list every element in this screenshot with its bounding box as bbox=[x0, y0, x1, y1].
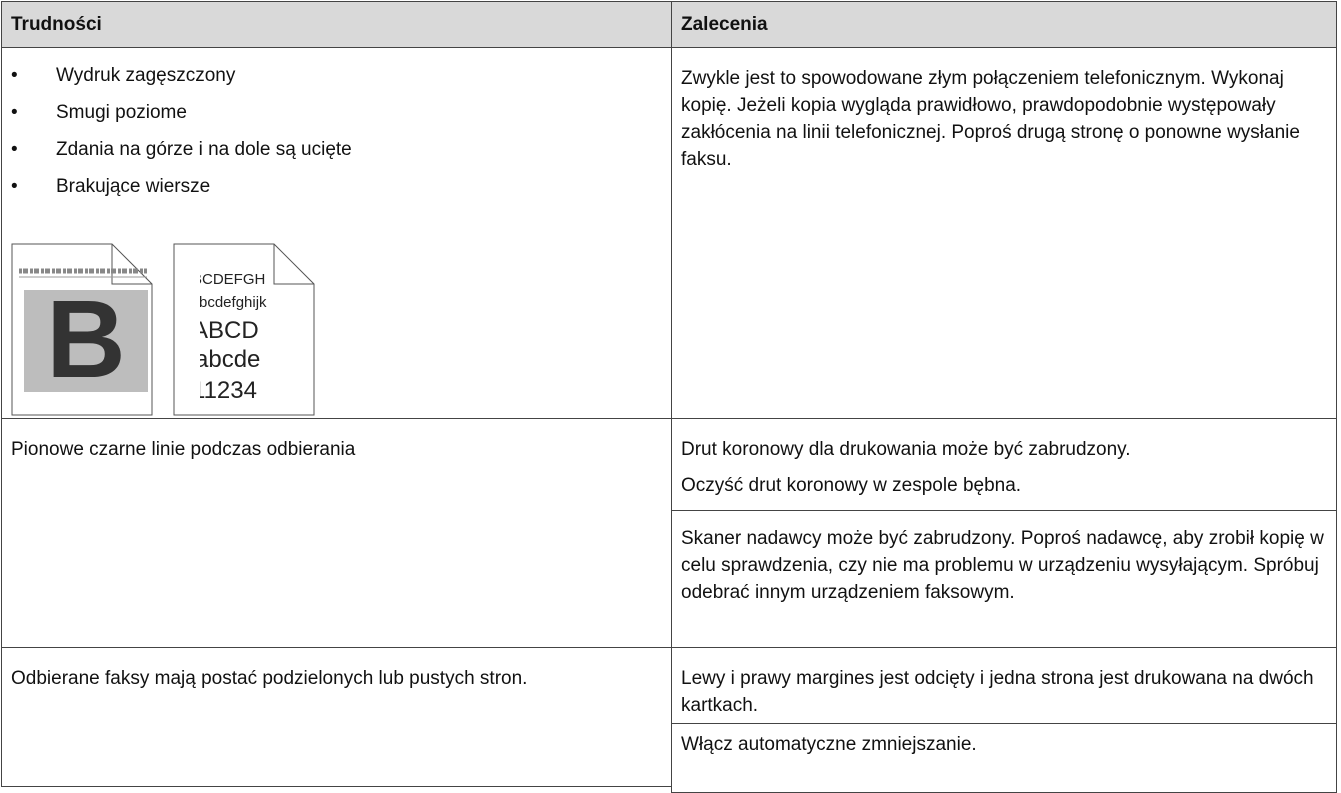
remedy-cell: Drut koronowy dla drukowania może być za… bbox=[671, 418, 1337, 511]
remedy-cell: Zwykle jest to spowodowane złym połączen… bbox=[671, 47, 1337, 419]
sample-line: BCDEFGH bbox=[192, 271, 265, 288]
header-cell: Zalecenia bbox=[671, 1, 1337, 48]
remedy-cell: Lewy i prawy margines jest odcięty i jed… bbox=[671, 647, 1337, 724]
bullet: Smugi poziome bbox=[11, 99, 662, 126]
remedy-cell: Włącz automatyczne zmniejszanie. bbox=[671, 723, 1337, 793]
problem-cell: Pionowe czarne linie podczas odbierania bbox=[1, 418, 672, 648]
sample-line: 11234 bbox=[192, 377, 257, 404]
illustration: B BCDEFGH bcdefghijk ABCD abcde 11234 bbox=[11, 243, 315, 416]
sample-line: bcdefghijk bbox=[199, 294, 267, 311]
paragraph: Włącz automatyczne zmniejszanie. bbox=[681, 734, 977, 755]
sample-line: abcde bbox=[195, 346, 260, 373]
problem-cell: Odbierane faksy mają postać podzielonych… bbox=[1, 647, 672, 787]
gray-block bbox=[24, 290, 148, 392]
bullet: Brakujące wiersze bbox=[11, 173, 662, 200]
header-cell: Trudności bbox=[1, 1, 672, 48]
paragraph: Skaner nadawcy może być zabrudzony. Popr… bbox=[681, 528, 1324, 603]
paragraph: Lewy i prawy margines jest odcięty i jed… bbox=[681, 668, 1314, 716]
problem-cell: Wydruk zagęszczony Smugi poziome Zdania … bbox=[1, 47, 672, 419]
paragraph: Drut koronowy dla drukowania może być za… bbox=[681, 439, 1131, 460]
paragraph: Zwykle jest to spowodowane złym połączen… bbox=[681, 68, 1300, 170]
paragraph: Pionowe czarne linie podczas odbierania bbox=[11, 439, 356, 460]
page: {"table": { "header": ["Trudności", "Zal… bbox=[0, 0, 1341, 769]
bullet-list: Wydruk zagęszczony Smugi poziome Zdania … bbox=[11, 62, 662, 200]
letter: B bbox=[46, 278, 125, 401]
paragraph: Odbierane faksy mają postać podzielonych… bbox=[11, 668, 528, 689]
remedy-cell: Skaner nadawcy może być zabrudzony. Popr… bbox=[671, 510, 1337, 648]
bullet: Zdania na górze i na dole są ucięte bbox=[11, 136, 662, 163]
sample-line: ABCD bbox=[192, 317, 259, 344]
page-icon bbox=[173, 243, 315, 416]
paragraph: Oczyść drut koronowy w zespole bębna. bbox=[681, 475, 1022, 496]
document: Trudności Zalecenia Wydruk zagęszczony S… bbox=[0, 0, 1341, 769]
bullet: Wydruk zagęszczony bbox=[11, 62, 662, 89]
